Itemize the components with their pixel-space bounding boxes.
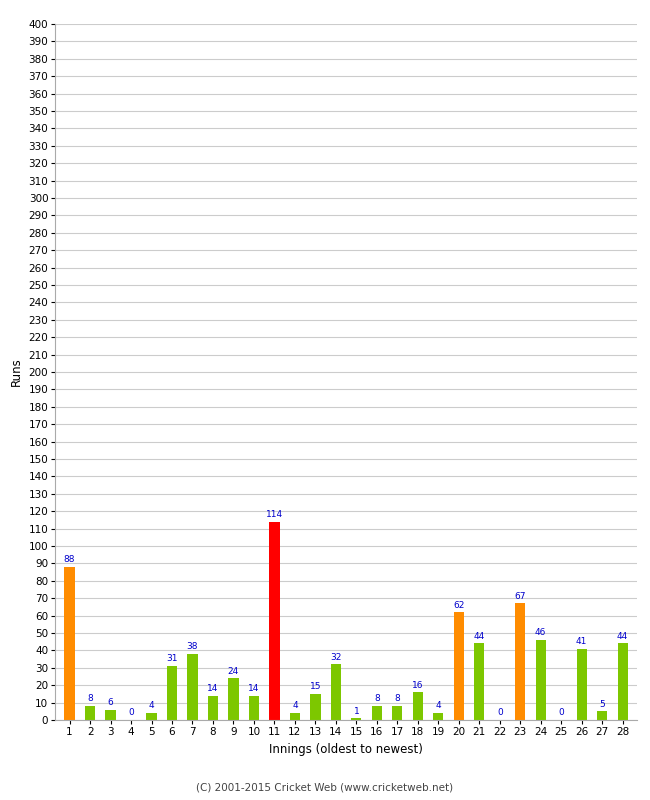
Bar <box>85 706 95 720</box>
Bar <box>167 666 177 720</box>
Text: 1: 1 <box>354 706 359 716</box>
Y-axis label: Runs: Runs <box>10 358 23 386</box>
Bar <box>208 696 218 720</box>
Text: 32: 32 <box>330 653 341 662</box>
Text: 5: 5 <box>599 700 605 709</box>
Bar <box>351 718 361 720</box>
Bar <box>146 713 157 720</box>
Text: 114: 114 <box>266 510 283 519</box>
Bar <box>187 654 198 720</box>
Text: 8: 8 <box>87 694 93 703</box>
Bar <box>454 612 464 720</box>
Bar <box>290 713 300 720</box>
Bar <box>597 711 607 720</box>
Bar <box>228 678 239 720</box>
Text: 44: 44 <box>474 632 485 641</box>
Text: 41: 41 <box>576 637 588 646</box>
Bar <box>433 713 443 720</box>
Bar <box>105 710 116 720</box>
Text: 4: 4 <box>149 702 154 710</box>
Bar <box>392 706 402 720</box>
Text: 4: 4 <box>436 702 441 710</box>
Bar <box>372 706 382 720</box>
Text: 44: 44 <box>617 632 629 641</box>
Text: 14: 14 <box>207 684 218 693</box>
Text: 14: 14 <box>248 684 259 693</box>
Text: 62: 62 <box>453 601 465 610</box>
Text: 8: 8 <box>374 694 380 703</box>
Text: 46: 46 <box>535 628 547 638</box>
Text: 67: 67 <box>515 592 526 601</box>
Text: 0: 0 <box>128 708 134 718</box>
Bar <box>269 522 280 720</box>
X-axis label: Innings (oldest to newest): Innings (oldest to newest) <box>269 742 423 755</box>
Bar <box>331 664 341 720</box>
Bar <box>536 640 546 720</box>
Text: 15: 15 <box>309 682 321 691</box>
Bar <box>310 694 320 720</box>
Text: 88: 88 <box>64 555 75 564</box>
Bar <box>413 692 423 720</box>
Text: 0: 0 <box>497 708 502 718</box>
Text: 8: 8 <box>395 694 400 703</box>
Text: 6: 6 <box>108 698 114 707</box>
Bar <box>64 567 75 720</box>
Bar <box>618 643 628 720</box>
Bar <box>577 649 587 720</box>
Text: 0: 0 <box>558 708 564 718</box>
Bar <box>515 603 525 720</box>
Text: 38: 38 <box>187 642 198 651</box>
Text: 4: 4 <box>292 702 298 710</box>
Text: 24: 24 <box>228 666 239 676</box>
Text: (C) 2001-2015 Cricket Web (www.cricketweb.net): (C) 2001-2015 Cricket Web (www.cricketwe… <box>196 782 454 792</box>
Text: 31: 31 <box>166 654 177 663</box>
Text: 16: 16 <box>412 681 424 690</box>
Bar <box>249 696 259 720</box>
Bar <box>474 643 484 720</box>
